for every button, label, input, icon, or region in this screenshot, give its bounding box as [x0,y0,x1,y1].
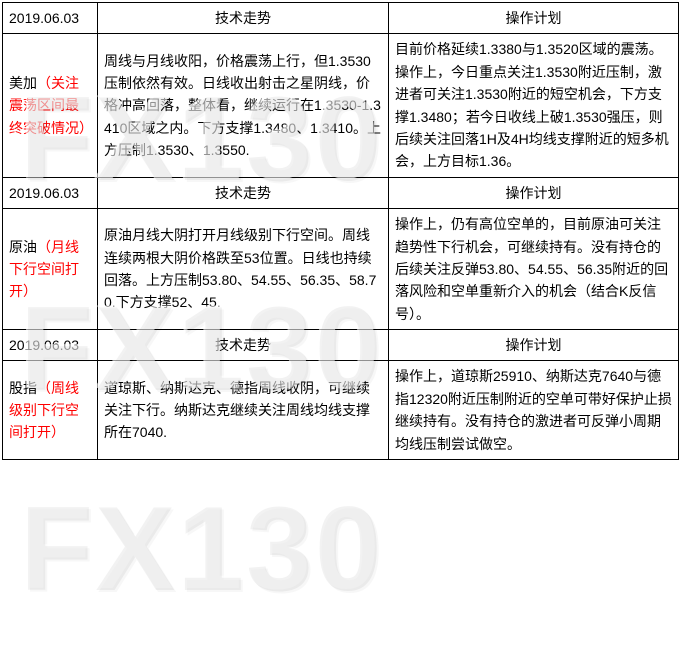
table-row: 美加（关注震荡区间最终突破情况） 周线与月线收阳，价格震荡上行，但1.3530压… [3,34,679,177]
instrument-label: 股指（周线级别下行空间打开） [3,361,98,460]
instrument-label: 美加（关注震荡区间最终突破情况） [3,34,98,177]
plan-cell: 目前价格延续1.3380与1.3520区域的震荡。操作上，今日重点关注1.353… [389,34,679,177]
plan-cell: 操作上，仍有高位空单的，目前原油可关注趋势性下行机会，可继续持有。没有持仓的后续… [389,209,679,330]
date-cell: 2019.06.03 [3,177,98,208]
trend-cell: 原油月线大阴打开月线级别下行空间。周线连续两根大阴价格跌至53位置。日线也持续回… [98,209,389,330]
table-header-row: 2019.06.03 技术走势 操作计划 [3,330,679,361]
trend-cell: 周线与月线收阳，价格震荡上行，但1.3530压制依然有效。日线收出射击之星阴线，… [98,34,389,177]
table-header-row: 2019.06.03 技术走势 操作计划 [3,177,679,208]
trend-header: 技术走势 [98,177,389,208]
instrument-name: 股指 [9,380,37,396]
watermark-text: FX130 [20,480,384,618]
plan-header: 操作计划 [389,177,679,208]
instrument-label: 原油（月线下行空间打开） [3,209,98,330]
trend-cell: 道琼斯、纳斯达克、德指周线收阴，可继续关注下行。纳斯达克继续关注周线均线支撑所在… [98,361,389,460]
date-cell: 2019.06.03 [3,330,98,361]
instrument-name: 原油 [9,239,37,255]
plan-header: 操作计划 [389,330,679,361]
plan-cell: 操作上，道琼斯25910、纳斯达克7640与德指12320附近压制附近的空单可带… [389,361,679,460]
table-row: 股指（周线级别下行空间打开） 道琼斯、纳斯达克、德指周线收阴，可继续关注下行。纳… [3,361,679,460]
date-cell: 2019.06.03 [3,3,98,34]
plan-header: 操作计划 [389,3,679,34]
table-row: 原油（月线下行空间打开） 原油月线大阴打开月线级别下行空间。周线连续两根大阴价格… [3,209,679,330]
analysis-table: 2019.06.03 技术走势 操作计划 美加（关注震荡区间最终突破情况） 周线… [2,2,679,460]
table-header-row: 2019.06.03 技术走势 操作计划 [3,3,679,34]
trend-header: 技术走势 [98,3,389,34]
trend-header: 技术走势 [98,330,389,361]
instrument-name: 美加 [9,75,37,91]
